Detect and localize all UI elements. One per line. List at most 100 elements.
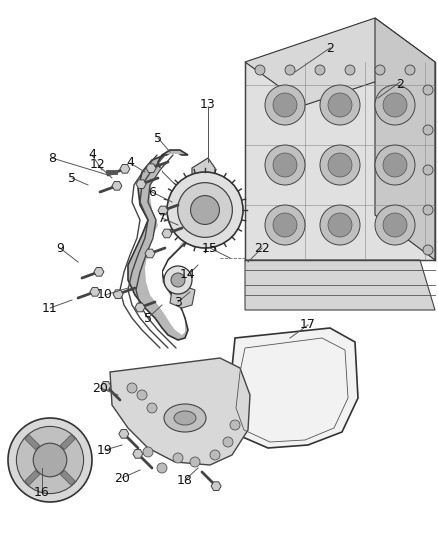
- Text: 6: 6: [148, 185, 156, 198]
- Polygon shape: [25, 435, 40, 450]
- Polygon shape: [145, 154, 190, 335]
- Circle shape: [143, 447, 153, 457]
- Polygon shape: [101, 382, 111, 390]
- Polygon shape: [192, 158, 215, 200]
- Polygon shape: [146, 164, 156, 173]
- Polygon shape: [25, 470, 40, 485]
- Text: 3: 3: [174, 295, 182, 309]
- Text: 19: 19: [97, 443, 113, 456]
- Circle shape: [265, 145, 305, 185]
- Circle shape: [265, 205, 305, 245]
- Text: 14: 14: [180, 269, 196, 281]
- Circle shape: [405, 65, 415, 75]
- Text: 5: 5: [68, 172, 76, 184]
- Circle shape: [33, 443, 67, 477]
- Circle shape: [8, 418, 92, 502]
- Polygon shape: [60, 435, 75, 450]
- Text: 2: 2: [396, 78, 404, 92]
- Ellipse shape: [174, 411, 196, 425]
- Polygon shape: [135, 303, 145, 312]
- Text: 2: 2: [326, 42, 334, 54]
- Text: 15: 15: [202, 241, 218, 254]
- Polygon shape: [128, 150, 198, 340]
- Circle shape: [16, 426, 84, 494]
- Circle shape: [423, 85, 433, 95]
- Circle shape: [383, 213, 407, 237]
- Text: 5: 5: [154, 132, 162, 144]
- Circle shape: [375, 205, 415, 245]
- Text: 10: 10: [97, 288, 113, 302]
- Polygon shape: [113, 290, 123, 298]
- Text: 4: 4: [126, 157, 134, 169]
- Text: 11: 11: [42, 302, 58, 314]
- Circle shape: [164, 266, 192, 294]
- Circle shape: [383, 93, 407, 117]
- Circle shape: [320, 85, 360, 125]
- Polygon shape: [170, 285, 195, 308]
- Polygon shape: [228, 328, 358, 448]
- Polygon shape: [110, 358, 250, 465]
- Circle shape: [127, 383, 137, 393]
- Circle shape: [375, 145, 415, 185]
- Text: 13: 13: [200, 99, 216, 111]
- Text: 20: 20: [114, 472, 130, 484]
- Circle shape: [210, 450, 220, 460]
- Circle shape: [345, 65, 355, 75]
- Text: 12: 12: [90, 158, 106, 172]
- Polygon shape: [245, 62, 435, 260]
- Polygon shape: [162, 229, 172, 238]
- Polygon shape: [94, 268, 104, 276]
- Circle shape: [223, 437, 233, 447]
- Circle shape: [315, 65, 325, 75]
- Circle shape: [423, 165, 433, 175]
- Polygon shape: [136, 180, 146, 189]
- Text: 16: 16: [34, 486, 50, 498]
- Text: 20: 20: [92, 382, 108, 394]
- Circle shape: [423, 245, 433, 255]
- Text: 4: 4: [88, 149, 96, 161]
- Circle shape: [383, 153, 407, 177]
- Circle shape: [273, 93, 297, 117]
- Circle shape: [328, 93, 352, 117]
- Circle shape: [375, 65, 385, 75]
- Ellipse shape: [164, 404, 206, 432]
- Text: 7: 7: [158, 212, 166, 224]
- Circle shape: [147, 403, 157, 413]
- Text: 18: 18: [177, 473, 193, 487]
- Circle shape: [285, 65, 295, 75]
- Circle shape: [423, 205, 433, 215]
- Polygon shape: [245, 18, 435, 105]
- Circle shape: [328, 153, 352, 177]
- Circle shape: [157, 463, 167, 473]
- Circle shape: [328, 213, 352, 237]
- Circle shape: [137, 390, 147, 400]
- Polygon shape: [245, 260, 435, 310]
- Circle shape: [423, 125, 433, 135]
- Circle shape: [265, 85, 305, 125]
- Text: 9: 9: [56, 241, 64, 254]
- Circle shape: [167, 172, 243, 248]
- Circle shape: [173, 453, 183, 463]
- Polygon shape: [119, 430, 129, 438]
- Circle shape: [375, 85, 415, 125]
- Polygon shape: [375, 18, 435, 260]
- Polygon shape: [145, 249, 155, 258]
- Circle shape: [191, 196, 219, 224]
- Text: 8: 8: [48, 151, 56, 165]
- Circle shape: [273, 213, 297, 237]
- Circle shape: [178, 183, 233, 237]
- Text: 22: 22: [254, 241, 270, 254]
- Circle shape: [273, 153, 297, 177]
- Polygon shape: [90, 287, 100, 296]
- Circle shape: [320, 145, 360, 185]
- Polygon shape: [120, 165, 130, 173]
- Polygon shape: [112, 182, 122, 190]
- Text: 5: 5: [144, 311, 152, 325]
- Circle shape: [230, 420, 240, 430]
- Polygon shape: [211, 482, 221, 490]
- Text: 17: 17: [300, 319, 316, 332]
- Circle shape: [255, 65, 265, 75]
- Circle shape: [190, 457, 200, 467]
- Polygon shape: [60, 470, 75, 485]
- Polygon shape: [158, 206, 168, 215]
